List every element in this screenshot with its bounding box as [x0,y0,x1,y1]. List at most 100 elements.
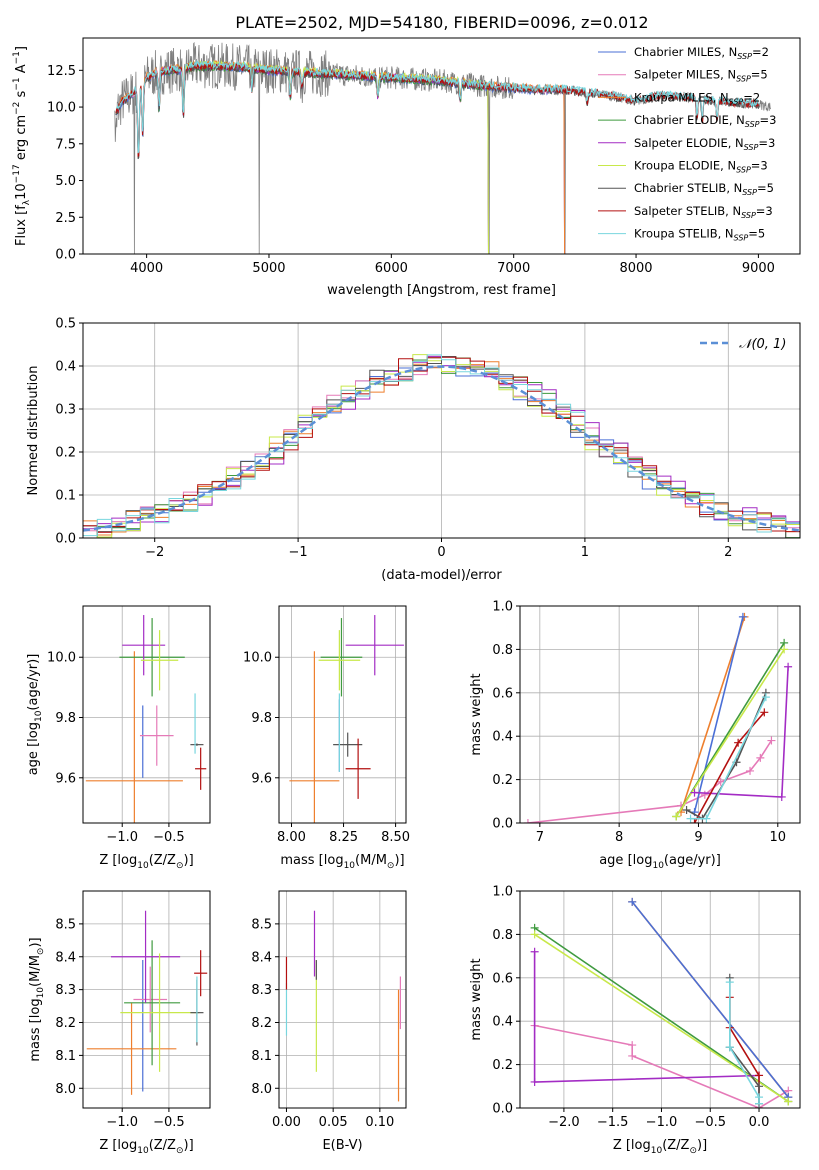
y-tick-label: 7.5 [55,137,76,152]
age-vs-mass-panel: 8.00 8.25 8.50 9.6 9.8 10.0 mass [log10(M/M⊙)] [243,605,410,871]
errorbar-point [86,1002,177,1095]
y-tick-label: 9.8 [251,711,272,726]
legend-entry: 𝒩(0, 1) [739,337,786,352]
x-tick-label: −1.5 [597,1115,629,1130]
x-axis-label-part: )] [697,1138,707,1153]
massweight-marker [755,1071,764,1080]
x-axis-label-part: Z [log [99,853,137,868]
y-tick-label: 0.4 [55,360,76,375]
y-tick-label: 9.6 [251,771,272,786]
x-tick-label: −1.0 [106,1115,138,1130]
x-axis-label: Z [log10(Z/Z⊙)] [99,1138,193,1156]
x-axis-label-part: 10 [344,861,356,871]
x-tick-label: −0.5 [694,1115,726,1130]
y-tick-label: 0.0 [55,248,76,263]
x-tick-label: 0 [437,545,445,560]
y-label-part: 10 [14,183,29,200]
massweight-marker [682,805,691,814]
x-tick-label: 0.05 [319,1115,348,1130]
x-tick-label: −0.5 [153,1115,185,1130]
x-tick-label: −1 [289,545,308,560]
massweight-marker [672,812,681,821]
y-axis-label: mass weight [469,958,484,1040]
y-tick-label: 0.8 [492,643,513,658]
massweight-marker [686,814,695,823]
massweight-line-kroupa-miles [680,616,746,813]
y-tick-label: 0.5 [55,317,76,332]
massweight-marker [530,1077,539,1086]
massweight-marker [784,1097,793,1106]
massweight-marker [628,1051,637,1060]
x-tick-label: −1.0 [106,830,138,845]
x-axis-label-part: )] [184,1138,194,1153]
y-tick-label: 8.1 [251,1049,272,1064]
massweight-marker [746,766,755,775]
massweight-marker [738,612,747,621]
y-tick-label: 8.4 [251,950,272,965]
massweight-marker [700,790,709,799]
y-tick-label: 0.6 [492,686,513,701]
x-tick-label: 5000 [252,261,285,276]
axes-frame [278,605,407,824]
y-tick-label: 0.2 [55,446,76,461]
y-tick-label: 0.6 [492,971,513,986]
y-tick-label: 0.4 [492,1015,513,1030]
y-tick-label: 5.0 [55,174,76,189]
y-tick-label: 10.0 [47,101,76,116]
legend-sub: SSP [736,75,751,84]
y-axis-label-part: 10 [36,987,46,999]
model-spectrum-chabrier-elodie [158,62,490,254]
legend-sub: SSP [729,97,744,106]
massweight-marker [725,1043,734,1052]
massweight-marker [530,947,539,956]
gaussian-reference-curve [83,365,800,532]
y-label-part: ] [14,46,29,51]
model-spectrum-kroupa-stelib [115,59,759,154]
x-tick-label: 4000 [130,261,163,276]
y-tick-label: 0.0 [492,817,513,832]
legend-text: =5 [751,68,768,82]
plot-area [523,612,793,823]
x-axis-label: (data-model)/error [381,568,502,583]
legend-text: Salpeter ELODIE, N [634,136,744,150]
legend-text: Chabrier STELIB, N [634,181,742,195]
y-axis-label: age [log10(age/yr)] [26,654,44,776]
x-tick-label: −2 [145,545,164,560]
massweight-line-chabrier-miles [693,616,744,813]
axes-frame [519,605,801,824]
x-axis-label-part: (M/M [355,853,387,868]
plot-area [530,897,793,1108]
y-tick-label: 8.2 [55,1016,76,1031]
x-axis-label: Z [log10(Z/Z⊙)] [99,853,193,871]
y-axis-label: mass [log10(M/M⊙)] [28,937,46,1061]
y-tick-label: 1.0 [492,885,513,900]
residuals-panel: −2 −1 0 1 2 0.0 0.1 0.2 0.3 0.4 0.5 (data-model)/er… [26,317,801,583]
massweight-marker [755,1082,764,1091]
y-tick-label: 0.2 [492,1058,513,1073]
massweight-marker [690,819,699,823]
massweight-marker [716,777,725,786]
legend-entry: Kroupa STELIB, NSSP=5 [634,227,765,243]
legend-sub: SSP [737,52,752,61]
massweight-marker [702,814,711,823]
massweight-line-salpeter-elodie [694,666,789,798]
x-tick-label: 2 [724,545,732,560]
errorbar-point [139,705,174,766]
x-tick-label: 6000 [375,261,408,276]
legend-sub: SSP [741,211,756,220]
x-axis-label-part: (Z/Z [149,1138,176,1153]
axes-frame [82,890,211,1109]
massweight-marker [690,788,699,797]
axes-frame [278,890,407,1109]
legend-entry: Salpeter STELIB, NSSP=3 [634,204,773,220]
errorbar-point [124,940,181,1066]
y-axis-label-part: age [log [26,722,41,775]
y-tick-label: 8.5 [251,917,272,932]
x-tick-label: −1.0 [646,1115,678,1130]
legend-text: =3 [758,136,775,150]
legend-text: Salpeter MILES, N [634,68,736,82]
x-axis-label: wavelength [Angstrom, rest frame] [327,283,556,298]
x-axis-label-part: ⊙ [387,861,395,871]
model-spectrum-kroupa-elodie [158,59,490,254]
legend-text: =2 [743,90,760,104]
